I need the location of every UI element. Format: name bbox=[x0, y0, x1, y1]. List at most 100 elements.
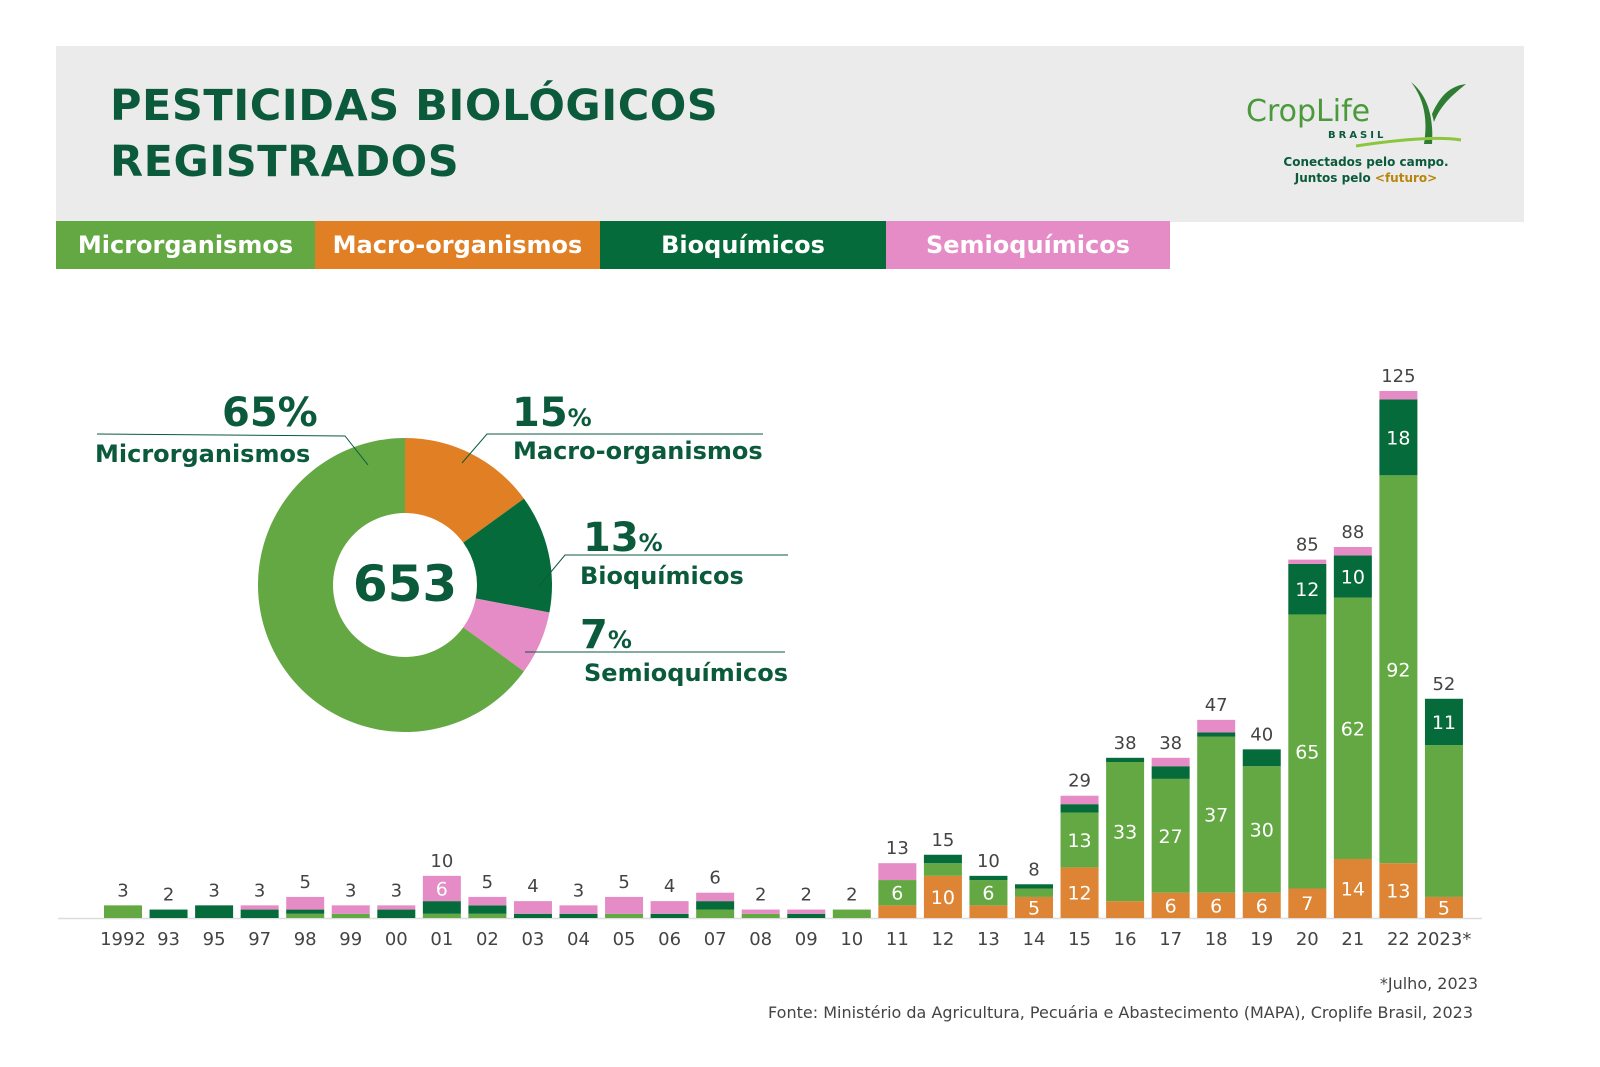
bar-total-label: 13 bbox=[886, 838, 909, 859]
leader-line-micro bbox=[96, 433, 369, 466]
bar-segment-bioquímicos bbox=[468, 905, 507, 914]
bar-segment-semioquímicos bbox=[331, 905, 370, 914]
donut-slice-bioquímicos bbox=[463, 498, 552, 613]
x-tick-label: 11 bbox=[886, 929, 909, 950]
x-tick-label: 93 bbox=[157, 929, 180, 950]
footnote: *Julho, 2023 bbox=[1379, 974, 1478, 993]
bar-07: 6 bbox=[696, 868, 735, 918]
x-tick-label: 22 bbox=[1387, 929, 1410, 950]
logo-sub: BRASIL bbox=[1328, 130, 1387, 141]
bar-segment-microrganismos bbox=[1015, 888, 1053, 897]
bar-segment-semioquímicos bbox=[377, 905, 416, 910]
bar-10: 2 bbox=[832, 885, 871, 918]
bar-20: 7 65 12 85 bbox=[1288, 535, 1327, 918]
bar-total-label: 29 bbox=[1068, 771, 1091, 792]
x-tick-label: 13 bbox=[977, 929, 1000, 950]
x-tick-label: 00 bbox=[385, 929, 408, 950]
bar-total-label: 52 bbox=[1432, 674, 1455, 695]
bar-segment-microrganismos bbox=[104, 905, 142, 918]
segment-label: 10 bbox=[931, 887, 955, 909]
x-tick-label: 12 bbox=[931, 929, 954, 950]
x-tick-label: 14 bbox=[1023, 929, 1046, 950]
bar-segment-macro-organismos bbox=[1015, 896, 1053, 918]
bar-segment-macro-organismos bbox=[878, 905, 917, 918]
bar-2023*: 5 11 52 bbox=[1424, 674, 1463, 919]
bar-segment-bioquímicos bbox=[559, 913, 598, 918]
segment-label: 6 bbox=[891, 883, 903, 905]
bar-segment-semioquímicos bbox=[696, 892, 735, 902]
bar-14: 58 bbox=[1015, 859, 1053, 919]
bar-segment-microrganismos bbox=[878, 880, 917, 906]
pct-macro: 15% bbox=[512, 390, 592, 436]
bar-segment-semioquímicos bbox=[240, 905, 279, 910]
bar-18: 6 37 47 bbox=[1197, 695, 1236, 918]
label-semio: Semioquímicos bbox=[584, 659, 789, 687]
title-line-1: PESTICIDAS BIOLÓGICOS bbox=[110, 81, 719, 131]
x-tick-label: 07 bbox=[704, 929, 727, 950]
segment-label: 11 bbox=[1432, 712, 1456, 734]
bar-segment-macro-organismos bbox=[969, 905, 1008, 918]
x-tick-label: 98 bbox=[294, 929, 317, 950]
segment-label: 5 bbox=[1438, 897, 1450, 919]
bar-total-label: 3 bbox=[208, 880, 219, 901]
segment-label: 92 bbox=[1386, 659, 1410, 681]
bar-05: 5 bbox=[605, 872, 644, 918]
tagline-highlight: <futuro> bbox=[1374, 171, 1438, 185]
segment-label: 6 bbox=[1165, 895, 1177, 917]
bar-segment-microrganismos bbox=[1151, 778, 1190, 893]
bar-total-label: 85 bbox=[1296, 535, 1319, 556]
x-tick-label: 04 bbox=[567, 929, 590, 950]
bar-segment-macro-organismos bbox=[1242, 892, 1281, 918]
x-tick-label: 02 bbox=[476, 929, 499, 950]
bar-segment-microrganismos bbox=[1197, 736, 1236, 893]
legend: Microrganismos Macro-organismos Bioquími… bbox=[56, 221, 1170, 269]
donut-slice-semioquímicos bbox=[463, 598, 550, 672]
x-tick-label: 97 bbox=[248, 929, 271, 950]
segment-label: 12 bbox=[1067, 883, 1091, 905]
bar-total-label: 3 bbox=[117, 880, 128, 901]
bar-total-label: 5 bbox=[299, 872, 310, 893]
bar-97: 3 bbox=[240, 880, 279, 918]
bar-segment-bioquímicos bbox=[286, 909, 325, 914]
leader-line-macro bbox=[461, 433, 763, 464]
pct-micro: 65% bbox=[222, 390, 318, 436]
bar-segment-macro-organismos bbox=[923, 875, 962, 918]
bar-segment-macro-organismos bbox=[1424, 896, 1463, 918]
pct-bio: 13% bbox=[583, 515, 663, 561]
bar-total-label: 2 bbox=[163, 885, 174, 906]
x-tick-label: 10 bbox=[840, 929, 863, 950]
bar-segment-semioquímicos bbox=[1288, 559, 1327, 564]
bar-segment-microrganismos bbox=[1106, 762, 1145, 902]
legend-microrganismos: Microrganismos bbox=[56, 221, 315, 269]
bar-segment-macro-organismos bbox=[1106, 901, 1145, 918]
leader-lines bbox=[96, 433, 788, 653]
bar-segment-bioquímicos bbox=[650, 913, 689, 918]
segment-label: 12 bbox=[1295, 579, 1319, 601]
bar-segment-macro-organismos bbox=[1060, 867, 1099, 918]
bar-segment-microrganismos bbox=[1060, 812, 1099, 868]
bar-segment-bioquímicos bbox=[1242, 749, 1281, 767]
bar-total-label: 6 bbox=[709, 868, 720, 889]
bar-total-label: 15 bbox=[931, 830, 954, 851]
bar-total-label: 88 bbox=[1341, 522, 1364, 543]
segment-label: 62 bbox=[1341, 718, 1365, 740]
bar-1992: 3 bbox=[104, 880, 142, 918]
bar-total-label: 38 bbox=[1159, 733, 1182, 754]
bar-09: 2 bbox=[787, 885, 826, 918]
logo-word: CropLife bbox=[1246, 94, 1371, 129]
x-tick-label: 18 bbox=[1205, 929, 1228, 950]
bar-segment-bioquímicos bbox=[1106, 757, 1145, 763]
page-title: PESTICIDAS BIOLÓGICOS REGISTRADOS bbox=[110, 78, 718, 190]
segment-label: 6 bbox=[1210, 895, 1222, 917]
bar-segment-semioquímicos bbox=[605, 896, 644, 914]
bar-16: 33 38 bbox=[1106, 733, 1145, 918]
x-tick-label: 1992 bbox=[100, 929, 146, 950]
bar-segment-macro-organismos bbox=[1197, 892, 1236, 918]
bar-segment-macro-organismos bbox=[1151, 892, 1190, 918]
bar-total-label: 4 bbox=[664, 876, 675, 897]
bar-segment-microrganismos bbox=[1424, 745, 1463, 897]
bar-segment-microrganismos bbox=[605, 913, 644, 918]
bar-segment-microrganismos bbox=[1379, 475, 1418, 864]
